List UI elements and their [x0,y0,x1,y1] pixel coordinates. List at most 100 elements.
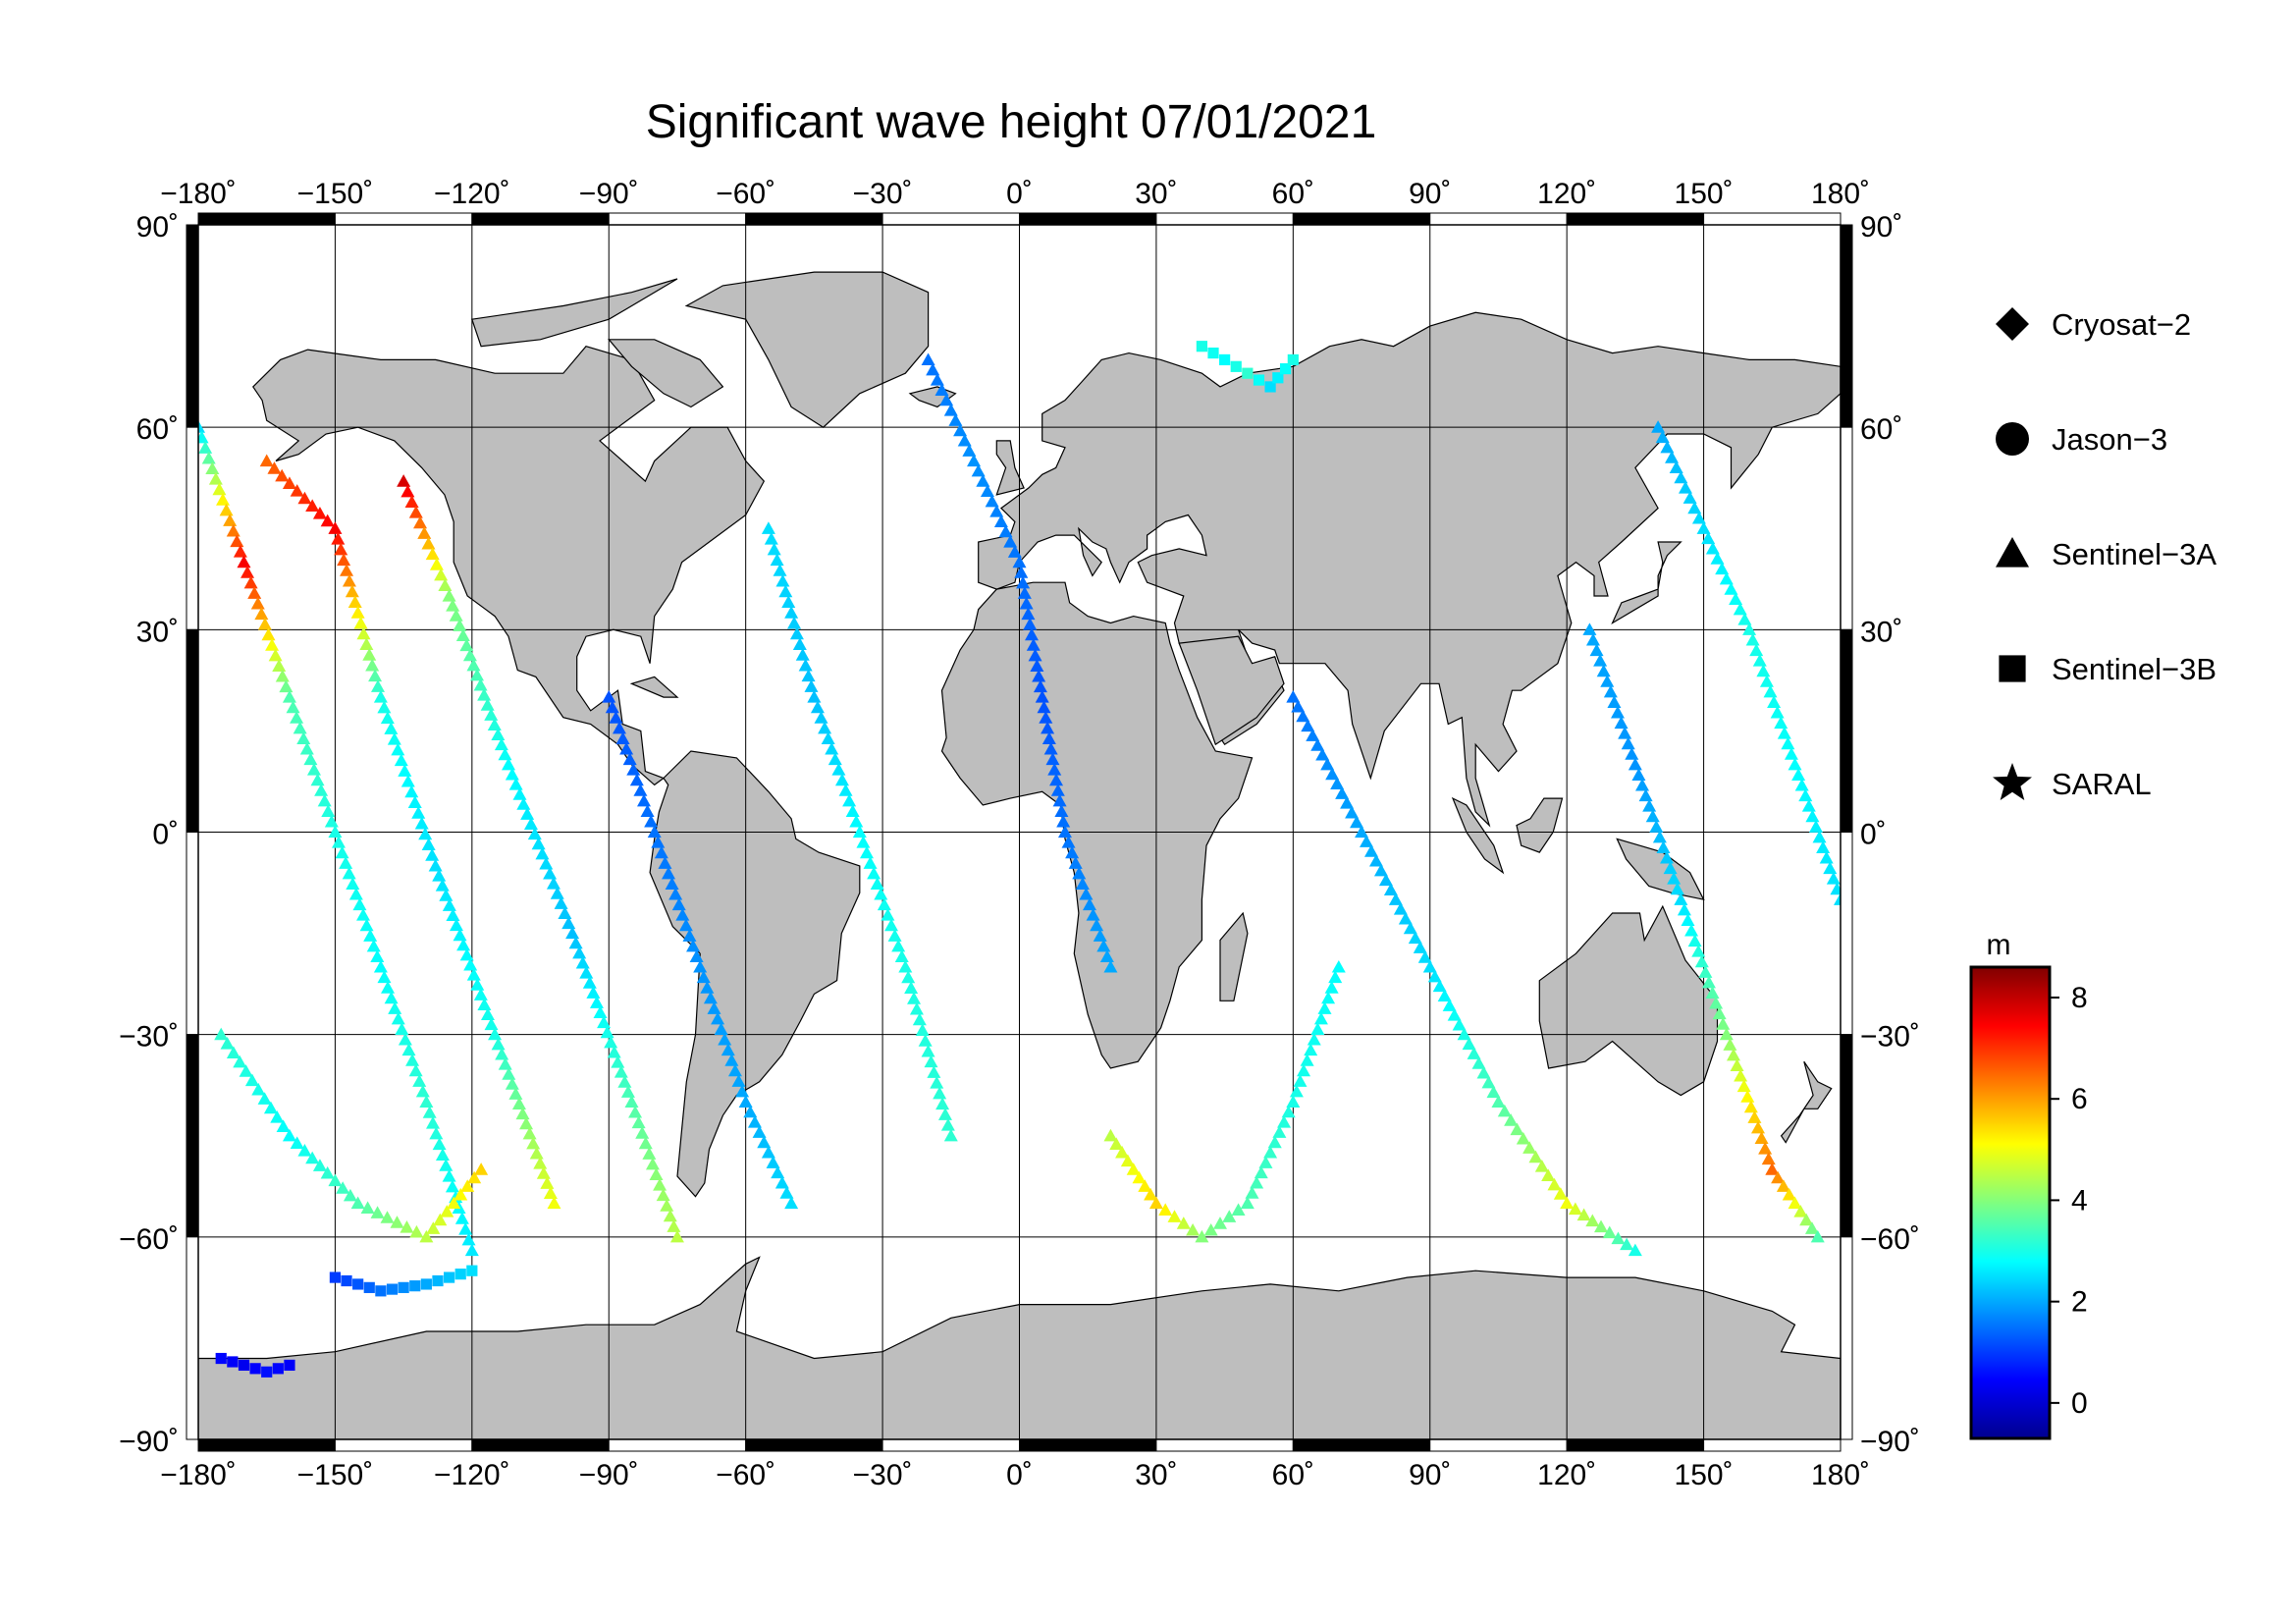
track-point [656,1188,670,1202]
satellite-track [1651,420,1841,905]
track-point [1801,799,1816,812]
track-point [470,978,485,991]
track-point [348,887,363,900]
track-point [1655,430,1670,444]
track-point [1317,1001,1332,1014]
track-point [356,626,371,640]
colorbar-ticks: 0 2 4 6 8 [2050,982,2088,1420]
track-point [631,1115,646,1129]
track-point [435,879,450,892]
diamond-icon [1996,307,2029,341]
track-point [384,722,399,734]
track-point [1750,1120,1765,1134]
track-point [1701,975,1716,989]
lat-label-left: 30˚ [136,616,179,648]
track-point [1422,959,1437,973]
map-frame [186,212,1853,1452]
track-point [582,976,597,989]
track-point [1079,887,1094,900]
track-point [779,1186,794,1199]
track-point [1628,757,1642,771]
track-point [731,1074,746,1087]
track-point [331,531,346,545]
lon-label-bottom: −90˚ [579,1459,639,1491]
track-point [894,949,909,962]
track-point [901,970,916,984]
frame-segment-left [186,426,199,630]
track-point [1442,999,1457,1011]
track-point [647,825,662,839]
track-point [529,1146,544,1160]
track-point [417,526,432,539]
track-point [216,493,231,506]
lon-label-bottom: 150˚ [1675,1459,1734,1491]
track-point [635,1126,650,1139]
lon-label-bottom: 30˚ [1135,1459,1177,1491]
track-point [498,1056,512,1070]
track-point [328,1173,343,1187]
track-point [660,1199,674,1212]
frame-segment-top [1292,212,1431,226]
track-point [801,669,816,682]
frame-segment-top [1019,212,1157,226]
track-point [1719,1027,1734,1041]
track-point [223,514,238,526]
track-point [462,648,477,662]
track-point [1596,664,1611,677]
frame-segment-left [186,1034,199,1238]
track-point [568,936,583,949]
frame-segment-bottom [1292,1438,1431,1452]
track-point [1701,531,1716,545]
track-point [365,658,380,672]
track-point [600,1025,614,1039]
track-point [1253,374,1265,386]
legend-label: SARAL [2052,767,2152,801]
track-point [738,1095,753,1108]
lon-label-bottom: −180˚ [160,1459,237,1491]
frame-segment-right [1840,224,1853,428]
track-point [408,1063,423,1077]
track-point [1481,1075,1496,1089]
land-arabia [1178,635,1285,746]
track-point [1296,709,1310,723]
track-point [1047,763,1062,776]
track-point [276,1119,291,1132]
track-point [814,711,828,724]
track-point [512,787,527,800]
track-point [1331,959,1346,973]
satellite-track [921,352,1118,973]
track-point [352,897,367,911]
track-point [343,1188,357,1202]
track-point [1788,757,1802,771]
track-point [807,690,822,703]
track-point [619,741,634,755]
track-point [1771,1170,1786,1184]
track-point [429,558,444,570]
track-point [359,637,374,650]
track-point [1457,1027,1471,1041]
track-point [1812,830,1827,843]
track-point [282,476,296,490]
legend-item: Cryosat−2 [1996,307,2191,342]
track-point [1264,381,1276,393]
track-point [381,981,396,994]
track-point [605,700,619,714]
track-point [667,1219,681,1232]
track-point [989,505,1004,517]
track-point [1388,893,1403,905]
track-point [645,1157,660,1170]
track-point [1491,1095,1506,1108]
satellite-track [602,690,799,1210]
track-point [1670,882,1684,895]
frame-segment-left [186,628,199,833]
track-point [254,607,269,621]
track-point [1620,1237,1634,1251]
track-point [1301,719,1315,732]
track-point [498,747,512,761]
right-latitude-labels: −90˚ −60˚ −30˚ 0˚ 30˚ 60˚ 90˚ [1860,211,1920,1458]
track-point [420,1278,432,1290]
track-point [774,1175,789,1189]
track-point [887,929,902,942]
track-point [561,916,576,930]
track-point [1652,830,1667,843]
